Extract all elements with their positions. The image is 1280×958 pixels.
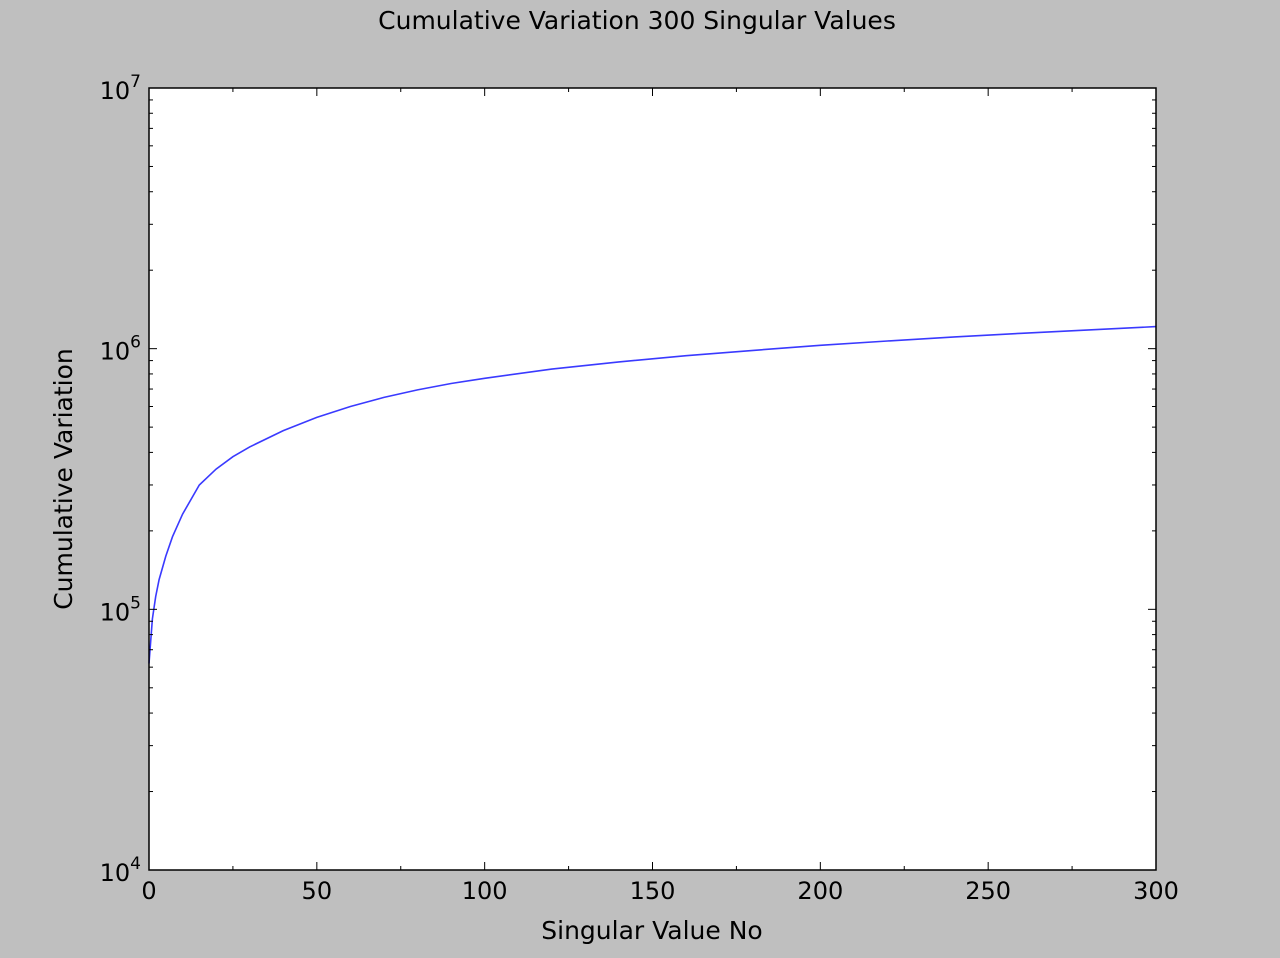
x-tick-label: 300 — [1133, 877, 1179, 905]
y-tick-label: 105 — [100, 593, 141, 626]
y-tick-label: 107 — [100, 72, 141, 105]
y-tick-label: 104 — [100, 854, 141, 887]
y-tick-labels: 104 105 106 107 — [100, 72, 141, 887]
y-axis-label: Cumulative Variation — [49, 348, 78, 610]
plot-area — [149, 88, 1156, 870]
y-tick-label: 106 — [100, 333, 141, 366]
x-tick-label: 200 — [797, 877, 843, 905]
plot-frame — [148, 87, 1157, 871]
series-line-0 — [148, 325, 1157, 664]
x-tick-label: 0 — [141, 877, 156, 905]
series-layer — [148, 325, 1157, 664]
x-tick-labels: 0 50 100 150 200 250 300 — [141, 877, 1179, 905]
x-tick-label: 100 — [462, 877, 508, 905]
x-tick-label: 150 — [630, 877, 676, 905]
x-tick-label: 50 — [302, 877, 333, 905]
x-tick-label: 250 — [965, 877, 1011, 905]
x-axis-label: Singular Value No — [541, 916, 762, 945]
chart-title: Cumulative Variation 300 Singular Values — [378, 6, 896, 35]
